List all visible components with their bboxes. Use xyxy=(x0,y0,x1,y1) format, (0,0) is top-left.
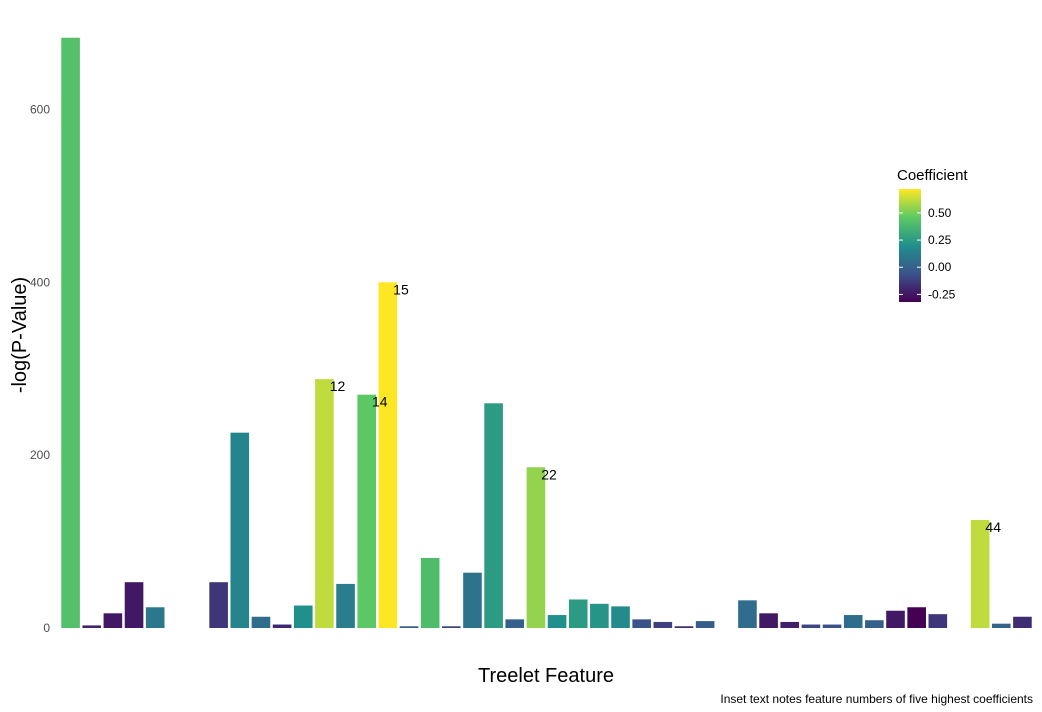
bar xyxy=(378,282,398,628)
bar-data-label: 14 xyxy=(372,394,388,410)
bar xyxy=(82,625,102,628)
bar xyxy=(399,626,419,628)
bar xyxy=(357,394,377,628)
bar xyxy=(611,606,630,628)
bar xyxy=(484,403,503,628)
bar xyxy=(632,619,651,628)
bar xyxy=(738,600,757,628)
bar xyxy=(463,572,482,628)
bar-data-label: 44 xyxy=(985,519,1001,535)
bar xyxy=(590,603,609,628)
legend-title: Coefficient xyxy=(897,167,968,184)
bar xyxy=(124,582,144,628)
bar xyxy=(103,613,123,628)
bar xyxy=(822,624,842,628)
bar xyxy=(780,621,800,628)
bar xyxy=(336,583,355,628)
bar xyxy=(801,624,821,628)
bar xyxy=(547,615,567,628)
bar xyxy=(907,607,926,628)
bar xyxy=(568,599,588,628)
bar xyxy=(674,626,694,628)
legend-tick-label: 0.00 xyxy=(928,260,952,274)
bar-data-label: 15 xyxy=(393,281,409,297)
bars-group xyxy=(61,37,1032,629)
bar xyxy=(759,613,778,628)
y-tick-label: 0 xyxy=(43,621,50,635)
bar xyxy=(293,605,313,628)
bar xyxy=(315,379,334,628)
bar xyxy=(442,626,461,628)
y-tick-label: 400 xyxy=(30,275,50,289)
bar xyxy=(145,607,165,628)
bar xyxy=(272,624,292,628)
bar xyxy=(970,519,990,628)
y-axis-ticks: 0 200 400 600 xyxy=(30,102,50,635)
y-tick-label: 600 xyxy=(30,102,50,116)
bar xyxy=(209,582,228,628)
bar xyxy=(251,616,271,628)
legend-ticks: 0.50 0.25 0.00 -0.25 xyxy=(899,206,956,301)
bar xyxy=(843,615,863,628)
bar xyxy=(653,621,673,628)
bar xyxy=(928,614,948,628)
bar xyxy=(230,432,250,628)
bar xyxy=(505,619,525,628)
legend-colorbar xyxy=(899,189,921,302)
bar xyxy=(420,558,440,628)
legend-tick-label: -0.25 xyxy=(928,287,956,301)
bar xyxy=(865,620,884,628)
legend-tick-label: 0.50 xyxy=(928,206,952,220)
x-axis-title: Treelet Feature xyxy=(478,665,614,687)
y-axis-title: -log(P-Value) xyxy=(9,277,31,393)
legend: Coefficient 0.50 0.25 0.00 -0.25 xyxy=(897,167,968,302)
bar xyxy=(1013,616,1032,628)
bar-labels-group: 12 14 15 22 44 xyxy=(330,281,1002,535)
bar-data-label: 12 xyxy=(330,378,346,394)
legend-tick-label: 0.25 xyxy=(928,233,952,247)
y-tick-label: 200 xyxy=(30,448,50,462)
bar xyxy=(61,37,80,629)
bar xyxy=(991,623,1011,628)
bar-data-label: 22 xyxy=(541,466,557,482)
bar xyxy=(526,467,546,628)
bar xyxy=(695,621,715,628)
bar xyxy=(886,610,905,628)
caption: Inset text notes feature numbers of five… xyxy=(720,692,1033,706)
